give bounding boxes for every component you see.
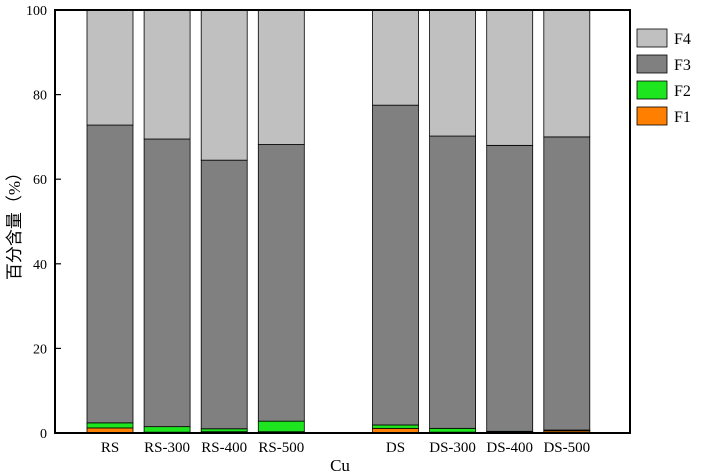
legend-label: F1 — [674, 109, 691, 126]
legend-swatch — [636, 28, 668, 48]
legend-label: F4 — [674, 31, 691, 48]
bar-DS-F2 — [372, 424, 419, 429]
bar-stack-RS — [86, 9, 134, 434]
bar-RS-300-F3 — [143, 138, 191, 428]
y-tick-label: 0 — [40, 427, 47, 442]
bar-RS-400-F3 — [200, 159, 248, 430]
bar-stack-DS-500 — [543, 9, 591, 434]
legend-label: F2 — [674, 83, 691, 100]
x-tick-label: RS-300 — [144, 440, 190, 456]
legend-swatch — [636, 106, 668, 126]
y-tick-label: 20 — [33, 342, 47, 357]
bar-RS-500-F4 — [257, 9, 305, 145]
legend-item-F2: F2 — [636, 80, 691, 100]
bar-DS-400-F4 — [486, 9, 534, 146]
bar-RS-F3 — [86, 124, 134, 424]
y-tick-label: 100 — [26, 4, 47, 19]
bars — [86, 9, 591, 434]
bar-stack-RS-300 — [143, 9, 191, 434]
bar-stack-DS — [372, 9, 419, 434]
x-tick-labels: RS RS-300 RS-400 RS-500 DS DS-300 DS-400 DS-500 — [101, 440, 590, 456]
legend-item-F4: F4 — [636, 28, 691, 48]
legend-label: F3 — [674, 57, 691, 74]
bar-RS-300-F4 — [143, 9, 191, 140]
bar-RS-400-F4 — [200, 9, 248, 161]
y-tick-label: 60 — [33, 173, 47, 188]
legend-swatch — [636, 80, 668, 100]
bar-DS-500-F4 — [543, 9, 591, 138]
bar-DS-500-F3 — [543, 136, 591, 431]
x-tick-label: DS-400 — [486, 440, 533, 456]
legend: F4 F3 F2 F1 — [636, 28, 691, 126]
bar-RS-500-F3 — [257, 144, 305, 422]
bar-DS-300-F4 — [429, 9, 477, 137]
x-axis-label: Cu — [330, 456, 350, 475]
bar-DS-300-F2 — [429, 427, 477, 433]
bar-DS-300-F3 — [429, 135, 477, 429]
bar-RS-F4 — [86, 9, 134, 126]
y-tick-label: 40 — [33, 258, 47, 273]
legend-swatch — [636, 54, 668, 74]
plot-frame — [54, 9, 631, 434]
bar-DS-F4 — [372, 9, 419, 106]
legend-item-F1: F1 — [636, 106, 691, 126]
x-tick-label: DS — [386, 440, 405, 456]
legend-item-F3: F3 — [636, 54, 691, 74]
x-tick-label: RS-500 — [258, 440, 304, 456]
bar-DS-400-F3 — [486, 144, 534, 432]
bar-RS-500-F2 — [257, 420, 305, 433]
x-tick-label: DS-500 — [543, 440, 590, 456]
bar-stack-DS-400 — [486, 9, 534, 434]
x-tick-label: RS — [101, 440, 119, 456]
bar-stack-DS-300 — [429, 9, 477, 434]
bar-RS-400-F2 — [200, 428, 248, 433]
bar-stack-RS-500 — [257, 9, 305, 434]
bar-RS-300-F2 — [143, 426, 191, 433]
y-tick-label: 80 — [33, 89, 47, 104]
bar-RS-F2 — [86, 422, 134, 429]
y-axis: 0 20 40 60 80 100 — [26, 4, 61, 442]
y-axis-label: 百分含量（%） — [5, 164, 24, 280]
x-tick-label: RS-400 — [201, 440, 247, 456]
bar-DS-F3 — [372, 104, 419, 426]
bar-stack-RS-400 — [200, 9, 248, 434]
x-tick-label: DS-300 — [429, 440, 476, 456]
